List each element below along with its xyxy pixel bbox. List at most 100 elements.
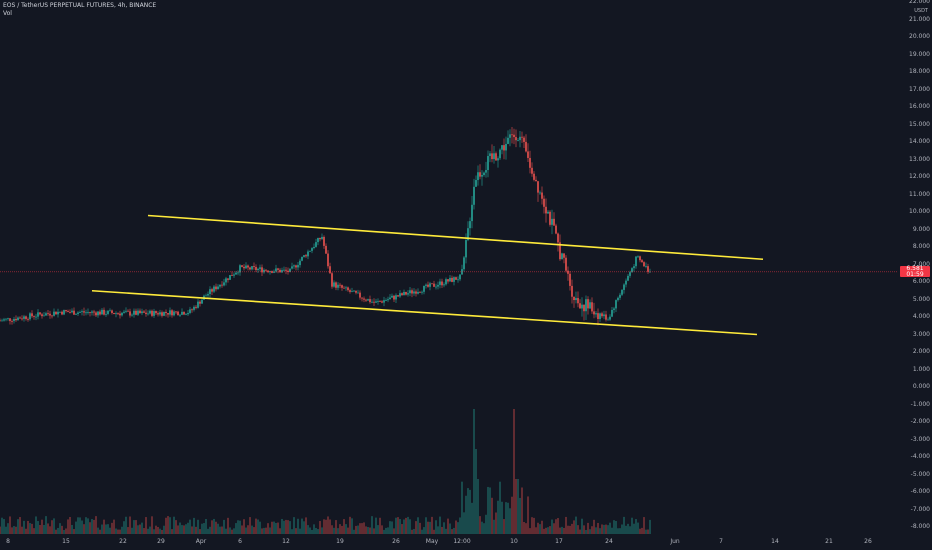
candle	[377, 300, 379, 302]
volume-bar	[501, 501, 503, 534]
candle	[295, 265, 297, 268]
volume-bar	[5, 526, 7, 534]
candle	[551, 218, 553, 225]
candle	[305, 255, 307, 257]
volume-bar	[11, 527, 13, 534]
candle	[531, 167, 533, 174]
volume-bar	[433, 529, 435, 534]
candle	[423, 285, 425, 292]
volume-bar	[481, 521, 483, 534]
volume-bar	[371, 516, 373, 534]
volume-bar	[483, 523, 485, 534]
time-tick: May	[425, 538, 439, 545]
volume-bar	[143, 528, 145, 534]
volume-bar	[91, 519, 93, 534]
volume-bar	[19, 517, 21, 534]
candle	[265, 269, 267, 271]
candle	[417, 291, 419, 294]
volume-bar	[349, 516, 351, 534]
time-tick: 12	[282, 538, 290, 545]
candle	[45, 313, 47, 316]
volume-bar	[127, 527, 129, 534]
volume-bar	[303, 521, 305, 534]
candlestick-chart[interactable]	[0, 0, 898, 536]
volume-bar	[243, 519, 245, 534]
candle	[359, 292, 361, 298]
candle	[589, 302, 591, 309]
volume-bar	[513, 409, 515, 534]
price-tick: 9.000	[912, 225, 930, 233]
candle	[105, 313, 107, 315]
time-tick: 29	[157, 538, 165, 545]
volume-bar	[445, 528, 447, 534]
volume-bar	[9, 516, 11, 534]
lower-trendline[interactable]	[91, 289, 758, 336]
chart-legend: EOS / TetherUS PERPETUAL FUTURES, 4h, BI…	[3, 2, 156, 18]
volume-bar	[125, 516, 127, 534]
candle	[153, 311, 155, 316]
candle	[535, 179, 537, 182]
candle	[21, 318, 23, 320]
candle	[107, 310, 109, 314]
volume-bar	[163, 525, 165, 534]
volume-bar	[247, 525, 249, 534]
volume-bar	[89, 522, 91, 534]
volume-bar	[519, 497, 521, 534]
volume-bar	[399, 518, 401, 534]
volume-bar	[589, 529, 591, 534]
volume-bar	[521, 487, 523, 534]
volume-bar	[25, 528, 27, 534]
candle	[329, 266, 331, 274]
candle	[293, 265, 295, 267]
candle	[623, 284, 625, 290]
price-tick: 11.000	[909, 190, 930, 198]
volume-bar	[61, 525, 63, 534]
volume-bar	[565, 516, 567, 534]
current-price-badge: 6.581 01:59	[900, 266, 930, 278]
upper-trendline[interactable]	[147, 214, 764, 261]
volume-bar	[409, 519, 411, 534]
volume-bar	[373, 528, 375, 534]
volume-bar	[179, 522, 181, 534]
candle	[335, 282, 337, 288]
candle	[555, 225, 557, 234]
volume-bar	[237, 520, 239, 534]
candle	[43, 315, 45, 317]
volume-bar	[523, 521, 525, 534]
candle	[391, 295, 393, 298]
candle	[1, 320, 3, 322]
candle	[537, 181, 539, 193]
volume-bar	[497, 500, 499, 534]
candle	[441, 281, 443, 286]
candle	[593, 311, 595, 315]
volume-bar	[539, 524, 541, 534]
candle	[215, 286, 217, 290]
chart-canvas[interactable]	[0, 0, 898, 536]
time-tick: 12:00	[453, 538, 471, 545]
candle	[185, 314, 187, 316]
candle	[601, 313, 603, 317]
candle	[163, 311, 165, 316]
volume-bar	[129, 516, 131, 534]
volume-bar	[155, 525, 157, 534]
candle	[7, 318, 9, 320]
volume-bar	[201, 523, 203, 534]
volume-bar	[465, 495, 467, 534]
volume-bar	[427, 521, 429, 534]
volume-bar	[55, 529, 57, 534]
price-tick: 14.000	[909, 138, 930, 145]
price-tick: 10.000	[909, 208, 930, 215]
candle	[131, 314, 133, 316]
candle	[383, 300, 385, 303]
candle	[291, 266, 293, 269]
symbol-title[interactable]: EOS / TetherUS PERPETUAL FUTURES, 4h, BI…	[3, 2, 157, 9]
candle	[563, 253, 565, 258]
volume-bar	[469, 489, 471, 534]
volume-bar	[499, 481, 501, 534]
candle	[41, 314, 43, 317]
volume-bar	[233, 528, 235, 534]
time-axis[interactable]: 8 15 22 29 Apr 6 12 19 26 May 12:00 10 17 24 Jun 7 14 21 2…	[0, 536, 898, 550]
volume-bar	[31, 523, 33, 534]
volume-bar	[507, 502, 509, 534]
volume-label[interactable]: Vol	[3, 10, 12, 17]
